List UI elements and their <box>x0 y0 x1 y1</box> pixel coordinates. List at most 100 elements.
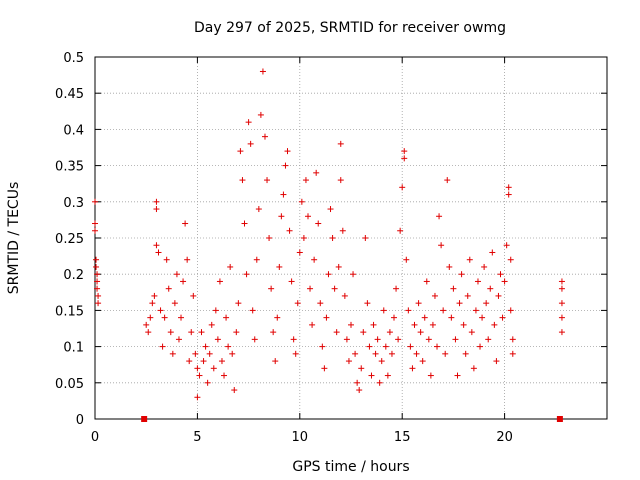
data-point <box>366 343 373 350</box>
data-point <box>317 300 324 307</box>
data-point <box>298 198 305 205</box>
data-point <box>202 343 209 350</box>
data-point <box>153 242 160 249</box>
data-point <box>167 329 174 336</box>
data-point <box>311 256 318 263</box>
data-point <box>360 329 367 336</box>
data-point <box>290 336 297 343</box>
data-point <box>309 321 316 328</box>
data-point <box>337 140 344 147</box>
data-point <box>503 242 510 249</box>
data-point <box>241 220 248 227</box>
data-point <box>243 271 250 278</box>
data-point <box>436 213 443 220</box>
data-point <box>315 220 322 227</box>
data-point <box>495 292 502 299</box>
data-point <box>272 358 279 365</box>
data-point <box>253 256 260 263</box>
data-point <box>161 314 168 321</box>
data-point <box>395 336 402 343</box>
data-point <box>245 119 252 126</box>
data-point <box>95 292 102 299</box>
data-point <box>413 350 420 357</box>
data-point <box>384 372 391 379</box>
data-point <box>255 206 262 213</box>
data-point <box>266 235 273 241</box>
data-point <box>257 111 264 118</box>
data-point <box>327 206 334 213</box>
data-point <box>397 227 404 234</box>
data-point <box>415 300 422 307</box>
data-point <box>94 285 101 292</box>
missing-data-marker <box>556 416 563 422</box>
data-point <box>493 358 500 365</box>
data-point <box>186 358 193 365</box>
data-point <box>374 336 381 343</box>
data-point <box>440 307 447 314</box>
data-point <box>509 336 516 343</box>
data-point <box>192 350 199 357</box>
data-point <box>157 307 164 314</box>
y-tick-label: 0.05 <box>55 377 84 392</box>
data-point <box>466 256 473 263</box>
data-point <box>321 365 328 372</box>
data-point <box>444 177 451 184</box>
data-point <box>280 191 287 198</box>
data-point <box>95 300 102 307</box>
data-point <box>182 220 189 227</box>
y-tick-label: 0.3 <box>63 196 84 211</box>
data-point <box>335 263 342 270</box>
data-point <box>175 336 182 343</box>
data-point <box>456 300 463 307</box>
data-point <box>227 263 234 270</box>
data-point <box>558 285 565 292</box>
data-point <box>364 300 371 307</box>
data-point <box>499 314 506 321</box>
data-point <box>216 278 223 285</box>
data-point <box>558 314 565 321</box>
data-point <box>558 329 565 336</box>
data-point <box>155 249 162 256</box>
data-point <box>382 343 389 350</box>
data-point <box>149 300 156 307</box>
data-point <box>188 329 195 336</box>
data-point <box>251 336 258 343</box>
missing-data-markers <box>141 416 563 422</box>
data-point <box>448 314 455 321</box>
y-tick-label: 0.25 <box>55 232 84 247</box>
data-point <box>487 285 494 292</box>
data-point <box>296 249 303 256</box>
data-point <box>165 285 172 292</box>
data-point <box>147 314 154 321</box>
data-point <box>401 155 408 162</box>
data-point <box>497 271 504 278</box>
data-point <box>286 227 293 234</box>
data-point <box>558 300 565 307</box>
data-point <box>218 358 225 365</box>
data-point <box>247 140 254 147</box>
data-point <box>276 263 283 270</box>
data-point <box>319 343 326 350</box>
data-point <box>341 292 348 299</box>
chart-title: Day 297 of 2025, SRMTID for receiver owm… <box>194 20 506 36</box>
data-point <box>409 365 416 372</box>
data-point <box>223 314 230 321</box>
data-point <box>194 365 201 372</box>
data-point <box>237 148 244 155</box>
y-tick-label: 0.4 <box>63 123 84 138</box>
data-point <box>472 307 479 314</box>
data-point <box>479 314 486 321</box>
y-tick-label: 0.35 <box>55 160 84 175</box>
data-point <box>92 227 98 234</box>
x-tick-label: 10 <box>292 430 309 445</box>
data-point <box>380 307 387 314</box>
data-point <box>178 314 185 321</box>
data-point <box>348 321 354 328</box>
y-tick-label: 0.5 <box>63 51 84 66</box>
data-point <box>333 329 340 336</box>
data-point <box>212 307 219 314</box>
data-point <box>489 249 496 256</box>
data-point <box>481 263 488 270</box>
data-point <box>288 278 295 285</box>
data-point <box>358 365 365 372</box>
